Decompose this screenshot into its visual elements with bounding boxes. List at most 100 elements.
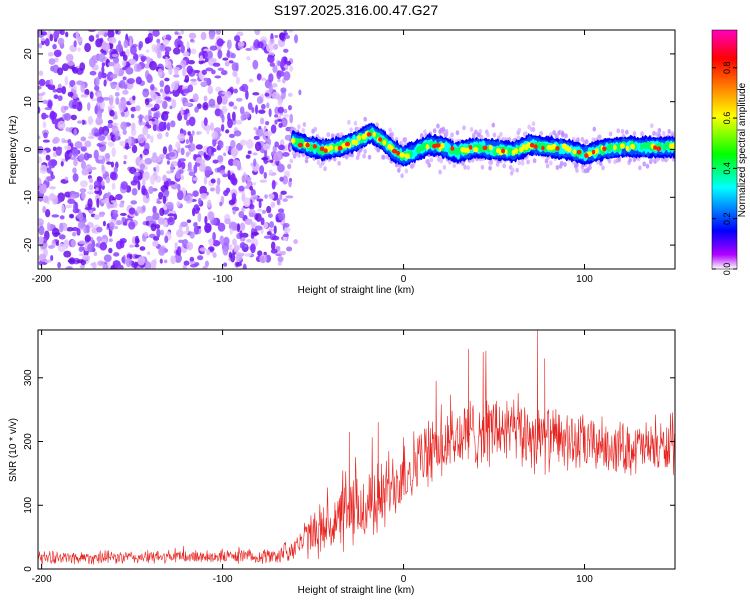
heatmap-cell xyxy=(264,92,270,97)
heatmap-cell xyxy=(164,235,169,244)
heatmap-cell xyxy=(108,238,113,243)
heatmap-cell xyxy=(344,141,351,147)
heatmap-cell xyxy=(225,145,229,152)
heatmap-cell xyxy=(53,94,59,100)
heatmap-cell xyxy=(266,205,272,214)
heatmap-cell xyxy=(223,189,229,197)
heatmap-cell xyxy=(125,67,134,75)
heatmap-cell xyxy=(123,84,128,90)
heatmap-cell xyxy=(236,119,243,125)
heatmap-cell xyxy=(101,72,107,79)
heatmap-cell xyxy=(115,30,119,35)
heatmap-cell xyxy=(91,227,97,234)
heatmap-cell xyxy=(164,96,171,101)
heatmap-cell xyxy=(203,117,208,127)
heatmap-cell xyxy=(241,175,246,183)
heatmap-cell xyxy=(128,58,137,65)
heatmap-cell xyxy=(298,89,302,96)
heatmap-cell xyxy=(382,139,387,146)
heatmap-cell xyxy=(595,147,599,154)
heatmap-cell xyxy=(146,133,151,140)
heatmap-cell xyxy=(539,130,543,136)
heatmap-cell xyxy=(194,106,199,113)
colorbar-gradient xyxy=(711,29,738,270)
heatmap-cell xyxy=(425,144,430,150)
heatmap-cell xyxy=(187,131,191,136)
heatmap-cell xyxy=(149,135,154,143)
heatmap-cell xyxy=(56,87,64,93)
snr-x-axis: -200 -100 0 100 xyxy=(32,330,593,585)
heatmap-cell xyxy=(52,88,58,93)
heatmap-cell xyxy=(427,162,432,168)
heatmap-cell xyxy=(259,254,268,264)
heatmap-cell xyxy=(279,250,286,256)
heatmap-cell xyxy=(616,128,620,134)
heatmap-cell xyxy=(64,176,69,181)
heatmap-cell xyxy=(38,93,45,97)
heatmap-cell xyxy=(246,179,252,189)
heatmap-cell xyxy=(71,148,79,158)
heatmap-cell xyxy=(45,209,51,218)
heatmap-cell xyxy=(243,111,250,119)
heatmap-cell xyxy=(79,264,86,269)
heatmap-cell xyxy=(84,42,91,53)
heatmap-cell xyxy=(55,146,62,157)
heatmap-cell xyxy=(99,141,107,145)
heatmap-cell xyxy=(69,152,73,158)
heatmap-cell xyxy=(103,79,107,87)
heatmap-cell xyxy=(245,89,249,100)
heatmap-cell xyxy=(653,145,658,150)
heatmap-cell xyxy=(112,212,119,219)
heatmap-cell xyxy=(289,113,294,124)
heatmap-cell xyxy=(58,234,66,240)
heatmap-cell xyxy=(57,37,65,46)
heatmap-cell xyxy=(645,163,650,169)
heatmap-cell xyxy=(53,49,62,58)
heatmap-cell xyxy=(99,242,108,251)
heatmap-cell xyxy=(432,128,437,134)
heatmap-cell xyxy=(121,111,125,117)
heatmap-cell xyxy=(293,239,299,245)
heatmap-cell xyxy=(74,141,83,149)
heatmap-cell xyxy=(224,61,230,67)
heatmap-cell xyxy=(444,131,449,137)
heatmap-cell xyxy=(208,32,215,40)
heatmap-cell xyxy=(75,30,79,41)
heatmap-cell xyxy=(403,141,408,147)
heatmap-cell xyxy=(337,145,343,151)
heatmap-cell xyxy=(78,253,86,257)
heatmap-cell xyxy=(282,151,290,157)
heatmap-cell xyxy=(249,45,254,50)
heatmap-cell xyxy=(128,207,136,215)
snr-y-tick-label: 0 xyxy=(23,566,34,572)
snr-panel: -200 -100 0 100 0 100 200 300 Height of straig… xyxy=(8,329,676,596)
heatmap-cell xyxy=(172,66,180,71)
heatmap-cell xyxy=(102,42,111,51)
heatmap-cell xyxy=(54,57,59,63)
snr-x-tick-label: -100 xyxy=(213,574,233,585)
colorbar-tick-label: 0.4 xyxy=(722,162,732,175)
heatmap-cell xyxy=(98,52,106,63)
heatmap-cell xyxy=(223,152,227,157)
heatmap-cell xyxy=(141,178,146,187)
snr-x-tick-label: 0 xyxy=(401,574,407,585)
heatmap-cell xyxy=(140,55,147,61)
heatmap-cell xyxy=(283,30,287,33)
heatmap-cell xyxy=(97,30,105,36)
heatmap-cell xyxy=(87,115,93,126)
heatmap-cell xyxy=(73,128,77,136)
heatmap-cell xyxy=(183,260,190,266)
heatmap-cell xyxy=(57,120,66,130)
heatmap-cell xyxy=(186,41,190,50)
heatmap-cell xyxy=(94,189,100,195)
heatmap-cell xyxy=(203,77,209,82)
heatmap-cell xyxy=(156,51,162,59)
heatmap-cell xyxy=(289,158,294,164)
heatmap-cell xyxy=(155,95,162,100)
snr-x-tick-label: 100 xyxy=(576,574,593,585)
heatmap-cell xyxy=(256,96,263,104)
heatmap-cell xyxy=(120,181,129,190)
heatmap-cell xyxy=(38,218,44,227)
heatmap-cell xyxy=(171,81,179,91)
heatmap-cell xyxy=(219,110,224,119)
